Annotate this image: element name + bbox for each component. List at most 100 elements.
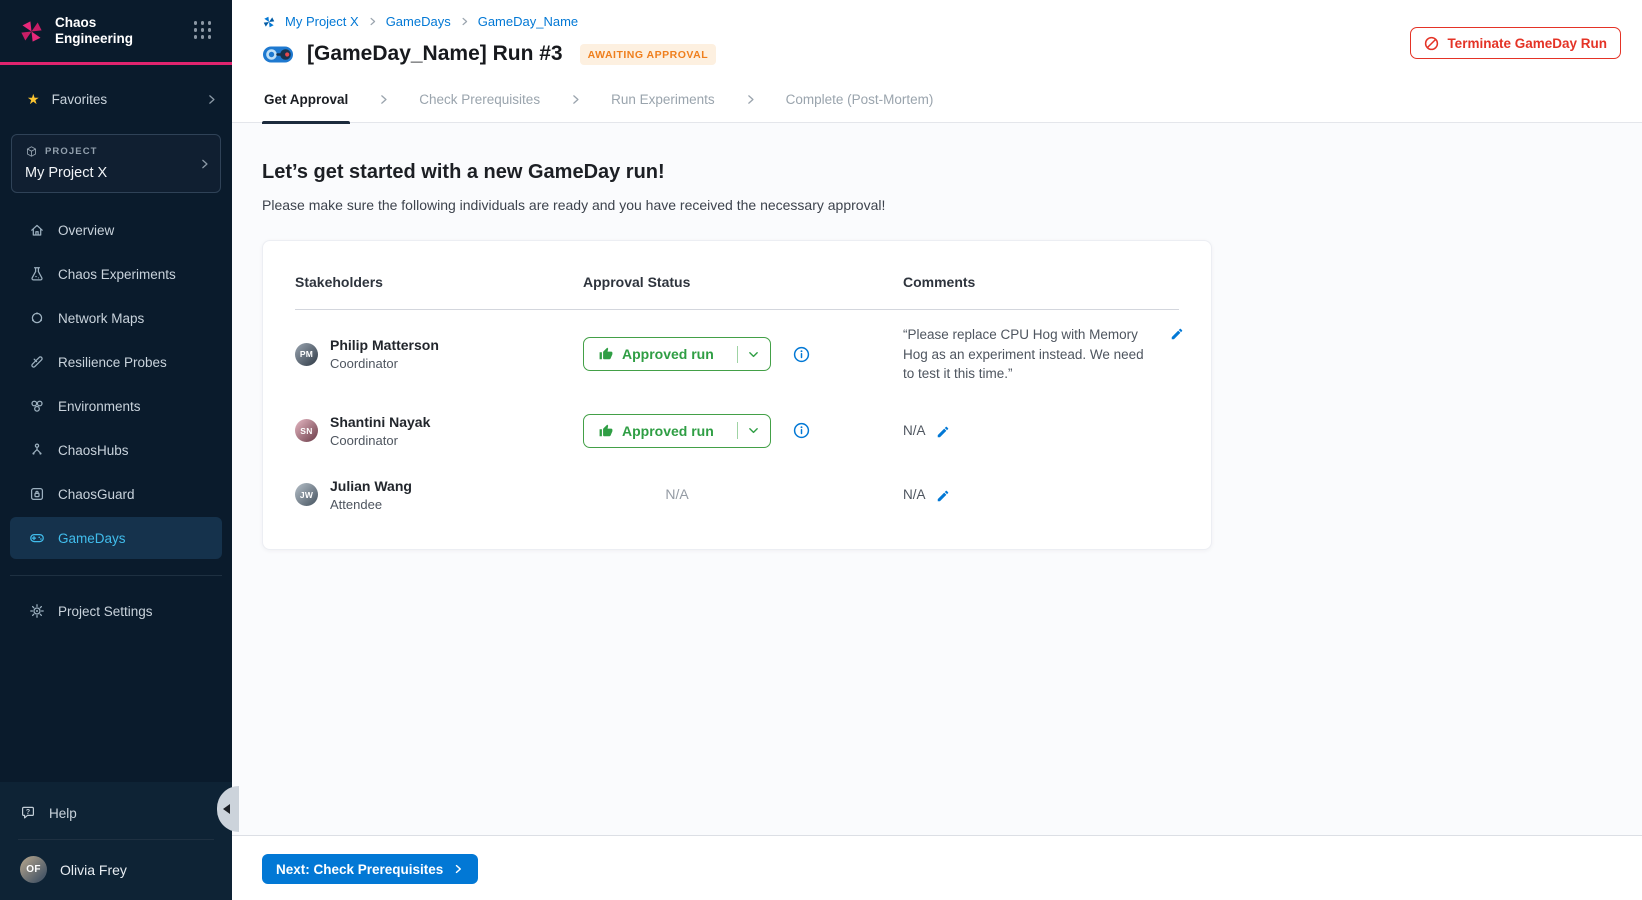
gamepad-icon bbox=[29, 530, 45, 546]
comment-text: N/A bbox=[903, 422, 926, 438]
sidebar: Chaos Engineering ★ Favorites PROJECT My … bbox=[0, 0, 239, 900]
sidebar-dock: ? Help OF Olivia Frey bbox=[0, 782, 232, 900]
approval-status-na: N/A bbox=[665, 485, 689, 502]
breadcrumb-separator-icon bbox=[459, 16, 470, 27]
terminate-label: Terminate GameDay Run bbox=[1447, 35, 1607, 51]
sidebar-collapse-handle[interactable] bbox=[217, 786, 239, 832]
stakeholder-cell: JW Julian Wang Attendee bbox=[295, 478, 583, 512]
sidebar-item-gamedays[interactable]: GameDays bbox=[10, 517, 222, 559]
next-check-prerequisites-button[interactable]: Next: Check Prerequisites bbox=[262, 854, 479, 884]
sidebar-item-label: Environments bbox=[58, 398, 141, 414]
stakeholder-role: Coordinator bbox=[330, 432, 398, 448]
sidebar-divider bbox=[10, 575, 222, 576]
approval-status-dropdown[interactable]: Approved run bbox=[583, 337, 771, 372]
chevron-right-icon bbox=[198, 157, 211, 170]
help-chat-icon: ? bbox=[20, 805, 36, 821]
col-comments: Comments bbox=[903, 274, 976, 290]
tab-get-approval[interactable]: Get Approval bbox=[262, 77, 351, 124]
comment-text: N/A bbox=[903, 486, 926, 502]
module-grid-icon[interactable] bbox=[191, 18, 216, 43]
breadcrumb-link[interactable]: GameDays bbox=[385, 14, 451, 29]
stakeholder-name: Julian Wang bbox=[330, 477, 412, 494]
info-icon[interactable] bbox=[793, 346, 810, 363]
page-footer: Next: Check Prerequisites bbox=[232, 835, 1642, 900]
breadcrumb-link[interactable]: My Project X bbox=[285, 14, 359, 29]
thumb-up-icon bbox=[599, 347, 613, 361]
terminate-gameday-run-button[interactable]: Terminate GameDay Run bbox=[1410, 27, 1621, 59]
tab-run-experiments[interactable]: Run Experiments bbox=[611, 92, 715, 107]
sidebar-item-label: ChaosHubs bbox=[58, 442, 129, 458]
tab-check-prerequisites[interactable]: Check Prerequisites bbox=[419, 92, 541, 107]
svg-text:?: ? bbox=[26, 809, 30, 816]
guard-lock-icon bbox=[29, 486, 45, 502]
brand-title: Chaos Engineering bbox=[55, 14, 134, 46]
project-settings-label: Project Settings bbox=[58, 603, 153, 619]
user-avatar: OF bbox=[20, 856, 47, 883]
sidebar-item-label: Network Maps bbox=[58, 310, 145, 326]
step-chevron-icon bbox=[569, 93, 582, 106]
sidebar-item-network-maps[interactable]: Network Maps bbox=[10, 297, 222, 339]
table-row: PM Philip Matterson Coordinator Approved… bbox=[295, 310, 1183, 399]
sidebar-item-label: GameDays bbox=[58, 530, 126, 546]
step-chevron-icon bbox=[744, 93, 757, 106]
chevron-right-icon bbox=[205, 93, 218, 106]
edit-pencil-icon[interactable] bbox=[1170, 327, 1184, 341]
sidebar-item-chaoshubs[interactable]: ChaosHubs bbox=[10, 429, 222, 471]
sidebar-item-chaosguard[interactable]: ChaosGuard bbox=[10, 473, 222, 515]
sidebar-nav: Overview Chaos Experiments Network Maps Res… bbox=[0, 208, 232, 560]
dock-divider bbox=[18, 839, 214, 840]
next-label: Next: Check Prerequisites bbox=[276, 861, 444, 877]
stakeholder-cell: SN Shantini Nayak Coordinator bbox=[295, 414, 583, 448]
chevron-right-icon bbox=[452, 863, 464, 875]
flask-icon bbox=[29, 266, 45, 282]
cube-icon bbox=[25, 145, 38, 158]
stakeholder-name: Shantini Nayak bbox=[330, 413, 431, 430]
status-badge: AWAITING APPROVAL bbox=[579, 43, 717, 65]
table-header-divider bbox=[295, 309, 1179, 310]
content: Let’s get started with a new GameDay run… bbox=[232, 123, 1642, 835]
step-chevron-icon bbox=[377, 93, 390, 106]
breadcrumb-link[interactable]: GameDay_Name bbox=[477, 14, 579, 29]
favorites-label: Favorites bbox=[51, 91, 108, 107]
stakeholder-role: Coordinator bbox=[330, 356, 398, 372]
sidebar-item-help[interactable]: ? Help bbox=[0, 790, 232, 836]
network-icon bbox=[29, 310, 45, 326]
sidebar-item-label: Chaos Experiments bbox=[58, 266, 176, 282]
probe-icon bbox=[29, 354, 45, 370]
breadcrumb-separator-icon bbox=[367, 16, 378, 27]
star-icon: ★ bbox=[27, 91, 40, 107]
comment-text: “Please replace CPU Hog with Memory Hog … bbox=[903, 327, 1144, 382]
table-row: JW Julian Wang Attendee N/A N/A bbox=[295, 463, 1179, 527]
edit-pencil-icon[interactable] bbox=[936, 489, 950, 503]
sidebar-item-resilience-probes[interactable]: Resilience Probes bbox=[10, 341, 222, 383]
sidebar-item-project-settings[interactable]: Project Settings bbox=[10, 590, 222, 632]
sidebar-item-label: Overview bbox=[58, 222, 115, 238]
hub-icon bbox=[29, 442, 45, 458]
thumb-up-icon bbox=[599, 424, 613, 438]
content-heading: Let’s get started with a new GameDay run… bbox=[262, 161, 665, 183]
project-label: PROJECT bbox=[45, 146, 98, 157]
chaos-engineering-logo-icon bbox=[18, 18, 45, 45]
tab-complete-post-mortem-[interactable]: Complete (Post-Mortem) bbox=[785, 92, 934, 107]
avatar: JW bbox=[295, 483, 318, 507]
cancel-slash-icon bbox=[1424, 36, 1439, 51]
info-icon[interactable] bbox=[793, 422, 810, 439]
approval-status-dropdown[interactable]: Approved run bbox=[583, 413, 771, 448]
project-name: My Project X bbox=[25, 165, 108, 181]
project-selector[interactable]: PROJECT My Project X bbox=[11, 134, 221, 193]
avatar: PM bbox=[295, 342, 318, 366]
sidebar-item-overview[interactable]: Overview bbox=[10, 209, 222, 251]
avatar: SN bbox=[295, 419, 318, 443]
user-name: Olivia Frey bbox=[60, 861, 127, 878]
table-row: SN Shantini Nayak Coordinator Approved r… bbox=[295, 399, 1179, 463]
sidebar-item-chaos-experiments[interactable]: Chaos Experiments bbox=[10, 253, 222, 295]
table-header: Stakeholders Approval Status Comments bbox=[295, 274, 1179, 290]
sidebar-item-environments[interactable]: Environments bbox=[10, 385, 222, 427]
col-stakeholders: Stakeholders bbox=[295, 274, 383, 290]
user-menu[interactable]: OF Olivia Frey bbox=[0, 843, 232, 900]
main-area: My Project X GameDays GameDay_Name [GameDa… bbox=[232, 0, 1642, 900]
stakeholders-card: Stakeholders Approval Status Comments PM… bbox=[262, 240, 1212, 550]
sidebar-item-favorites[interactable]: ★ Favorites bbox=[27, 85, 218, 113]
edit-pencil-icon[interactable] bbox=[936, 425, 950, 439]
